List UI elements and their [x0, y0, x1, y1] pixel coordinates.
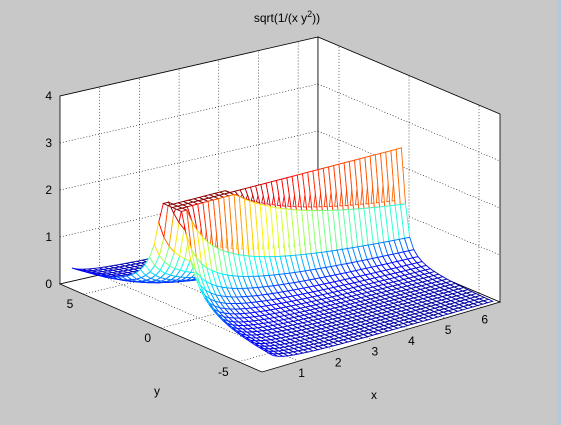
z-tick-label: 4: [45, 89, 52, 103]
x-tick-label: 3: [372, 345, 379, 359]
grid-line: [59, 36, 319, 97]
x-axis-label: x: [371, 388, 377, 402]
x-tick-label: 6: [481, 312, 488, 326]
y-tick-label: 0: [144, 331, 151, 345]
z-tick-label: 3: [45, 136, 52, 150]
z-tick-label: 0: [45, 277, 52, 291]
x-tick-label: 5: [445, 323, 452, 337]
chart-title: sqrt(1/(x y2)): [254, 9, 320, 25]
y-axis-label: y: [154, 384, 160, 398]
surface-quad: [482, 298, 494, 304]
grid-line: [59, 130, 319, 191]
y-tick-label: -5: [218, 365, 229, 379]
surface-mesh: [71, 147, 494, 357]
window-border: [557, 0, 561, 425]
grid-line: [59, 83, 319, 144]
z-tick-label: 1: [45, 230, 52, 244]
x-tick-label: 1: [298, 366, 305, 380]
z-tick-label: 2: [45, 183, 52, 197]
x-tick-label: 2: [335, 355, 342, 369]
y-tick-label: 5: [67, 297, 74, 311]
x-tick-label: 4: [408, 334, 415, 348]
tick-labels: 0 1 2 3 4 1 2 3 4 5 6 -5 0 5: [45, 89, 488, 380]
